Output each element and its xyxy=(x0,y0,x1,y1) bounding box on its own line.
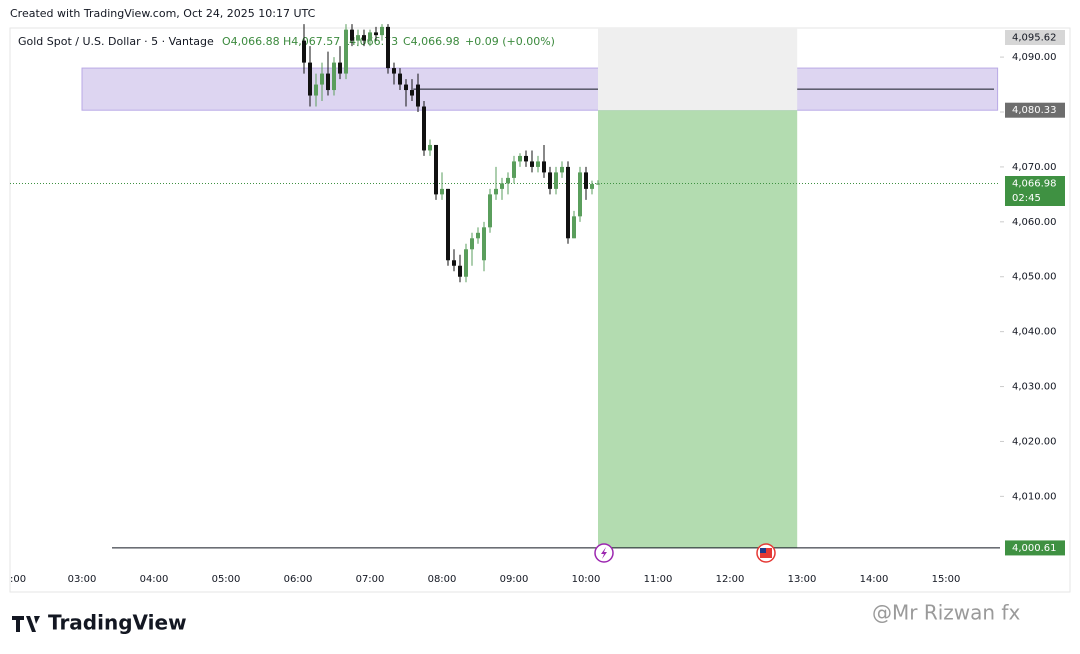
price-label-box xyxy=(1005,540,1065,556)
candle-body xyxy=(362,35,366,41)
legend-change: +0.09 (+0.00%) xyxy=(465,35,555,48)
candle-body xyxy=(446,188,450,261)
candle-body xyxy=(350,29,354,41)
candle-body xyxy=(428,144,432,151)
candle-body xyxy=(356,35,360,41)
price-label: 4,000.61 xyxy=(1012,543,1057,554)
legend-high: H4,067.57 xyxy=(283,35,340,48)
price-label: 4,095.62 xyxy=(1012,33,1057,44)
x-tick-label: 11:00 xyxy=(644,574,673,585)
candle-body xyxy=(548,172,552,189)
candle-body xyxy=(338,62,342,74)
candle-body xyxy=(506,177,510,184)
candle-body xyxy=(302,40,306,63)
brand: TradingView xyxy=(48,611,187,635)
candle-body xyxy=(440,188,444,195)
candle-body xyxy=(554,172,558,189)
x-tick-label: 10:00 xyxy=(572,574,601,585)
candle-body xyxy=(368,32,372,41)
candle-body xyxy=(536,161,540,167)
x-tick-label: :00 xyxy=(10,574,26,585)
candle-body xyxy=(332,62,336,91)
candle-body xyxy=(308,62,312,96)
candle-body xyxy=(560,166,564,173)
y-tick-label: 4,070.00 xyxy=(1012,162,1057,173)
candle-body xyxy=(416,84,420,107)
frame xyxy=(9,27,1071,593)
countdown: 02:45 xyxy=(1012,193,1041,204)
candle-body xyxy=(494,188,498,195)
y-tick-label: 4,030.00 xyxy=(1012,382,1057,393)
candle-body xyxy=(482,227,486,261)
candle-body xyxy=(476,232,480,239)
candle-body xyxy=(566,166,570,239)
x-tick-label: 09:00 xyxy=(500,574,529,585)
x-tick-label: 12:00 xyxy=(716,574,745,585)
x-tick-label: 06:00 xyxy=(284,574,313,585)
candle-body xyxy=(464,249,468,277)
candle-body xyxy=(578,172,582,217)
candle-body xyxy=(572,216,576,239)
candle-body xyxy=(590,184,594,189)
y-tick-label: 4,060.00 xyxy=(1012,217,1057,228)
candle-body xyxy=(452,260,456,266)
candle-body xyxy=(434,144,438,195)
x-tick-label: 07:00 xyxy=(356,574,385,585)
candle-body xyxy=(596,183,600,185)
y-tick-label: 4,020.00 xyxy=(1012,436,1057,447)
candle-body xyxy=(488,194,492,228)
candle-body xyxy=(518,155,522,162)
y-tick-label: 4,010.00 xyxy=(1012,491,1057,502)
logo-mark xyxy=(12,616,40,632)
x-tick-label: 13:00 xyxy=(788,574,817,585)
price-label: 4,066.98 xyxy=(1012,178,1057,189)
candle-body xyxy=(524,155,528,162)
candle-body xyxy=(530,161,534,167)
x-tick-label: 14:00 xyxy=(860,574,889,585)
position-profit xyxy=(598,110,798,548)
candle-body xyxy=(422,106,426,151)
price-label-box xyxy=(1005,175,1065,206)
price-label-box xyxy=(1005,102,1065,118)
watermark: @Mr Rizwan fx xyxy=(872,601,1020,625)
candle-body xyxy=(512,161,516,178)
legend-close: C4,066.98 xyxy=(403,35,460,48)
candle-body xyxy=(380,26,384,36)
candle-body xyxy=(386,26,390,69)
candle-body xyxy=(374,32,378,36)
y-tick-label: 4,040.00 xyxy=(1012,327,1057,338)
symbol: Gold Spot / U.S. Dollar · 5 · Vantage xyxy=(18,35,214,48)
candle-body xyxy=(320,73,324,85)
x-tick-label: 08:00 xyxy=(428,574,457,585)
position-top xyxy=(598,28,798,111)
price-label-box xyxy=(1005,30,1065,45)
x-tick-label: 15:00 xyxy=(932,574,961,585)
candle-body xyxy=(500,183,504,189)
x-tick-label: 05:00 xyxy=(212,574,241,585)
candle-body xyxy=(314,84,318,96)
legend-open: O4,066.88 xyxy=(222,35,280,48)
candle-body xyxy=(404,84,408,91)
price-label: 4,080.33 xyxy=(1012,105,1057,116)
candle-body xyxy=(542,161,546,173)
candle-body xyxy=(470,238,474,250)
flag-canton xyxy=(760,548,766,553)
candle-body xyxy=(584,172,588,189)
candle-body xyxy=(326,73,330,91)
lightning xyxy=(601,547,607,559)
candle-body xyxy=(410,90,414,96)
y-tick-label: 4,090.00 xyxy=(1012,52,1057,63)
x-tick-label: 04:00 xyxy=(140,574,169,585)
x-tick-label: 03:00 xyxy=(68,574,97,585)
created-note: Created with TradingView.com, Oct 24, 20… xyxy=(10,7,316,20)
candle-body xyxy=(392,68,396,74)
candle-body xyxy=(398,73,402,85)
candle-body xyxy=(458,265,462,277)
candle-body xyxy=(344,29,348,74)
y-tick-label: 4,050.00 xyxy=(1012,272,1057,283)
